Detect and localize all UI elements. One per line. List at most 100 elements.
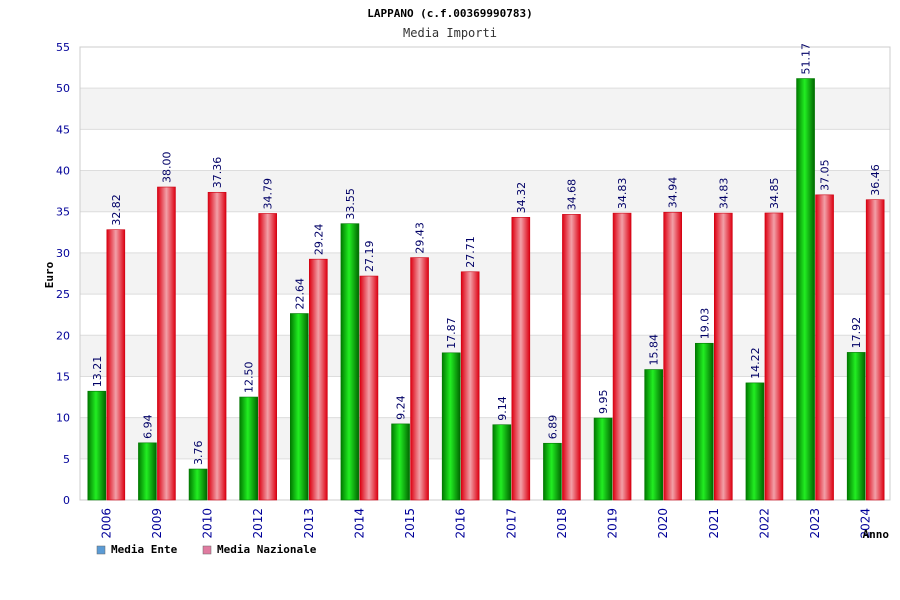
- value-label: 34.79: [262, 178, 275, 210]
- bar-media-ente-2006: [87, 390, 107, 501]
- bar-media-nazionale-2016: [460, 271, 480, 501]
- bar-media-ente-2022: [745, 382, 765, 501]
- bar-media-ente-2009: [138, 442, 157, 501]
- bar-media-ente-2014: [340, 223, 360, 501]
- value-label: 13.21: [91, 356, 104, 388]
- legend-swatch: [202, 545, 212, 555]
- grid-band: [80, 88, 890, 130]
- y-axis-label: Euro: [43, 261, 56, 288]
- value-label: 22.64: [293, 278, 306, 310]
- bar-media-nazionale-2006: [106, 229, 126, 501]
- bar-media-nazionale-2017: [511, 217, 531, 501]
- x-tick-label: 2012: [251, 508, 265, 539]
- x-tick-label: 2009: [150, 508, 164, 539]
- bars: [87, 78, 885, 501]
- value-label: 9.95: [597, 390, 610, 415]
- legend-swatch: [96, 545, 106, 555]
- y-tick-label: 45: [56, 123, 70, 136]
- y-tick-label: 0: [63, 494, 70, 507]
- value-label: 9.24: [395, 395, 408, 420]
- y-tick-label: 50: [56, 82, 70, 95]
- value-label: 38.00: [160, 152, 173, 184]
- x-tick-label: 2015: [403, 508, 417, 539]
- x-tick-label: 2019: [606, 508, 620, 539]
- bar-media-nazionale-2010: [207, 191, 227, 501]
- y-tick-label: 20: [56, 329, 70, 342]
- plot-frame: [79, 46, 891, 501]
- x-tick-label: 2010: [201, 508, 215, 539]
- bar-media-nazionale-2022: [764, 212, 784, 501]
- bar-media-ente-2012: [239, 396, 258, 501]
- x-tick-label: 2018: [555, 508, 569, 539]
- bar-media-ente-2017: [492, 424, 512, 501]
- bar-media-nazionale-2014: [359, 275, 379, 501]
- bar-media-ente-2023: [796, 78, 815, 501]
- bar-media-nazionale-2024: [865, 199, 885, 501]
- x-tick-label: 2014: [352, 508, 366, 539]
- y-tick-label: 15: [56, 370, 70, 383]
- value-label: 19.03: [698, 308, 711, 340]
- value-label: 3.76: [192, 441, 205, 466]
- bar-media-ente-2016: [441, 352, 461, 501]
- value-label: 37.05: [819, 159, 832, 191]
- legend-label: Media Nazionale: [217, 543, 317, 556]
- value-label: 33.55: [344, 188, 357, 220]
- value-label: 14.22: [749, 347, 762, 379]
- value-label: 51.17: [800, 43, 813, 75]
- x-tick-label: 2021: [707, 508, 721, 539]
- bar-media-ente-2015: [391, 423, 410, 501]
- x-tick-label: 2017: [504, 508, 518, 539]
- value-label: 12.50: [243, 362, 256, 394]
- y-tick-label: 40: [56, 165, 70, 178]
- grid-bands: [80, 88, 890, 459]
- x-tick-label: 2006: [99, 508, 113, 539]
- value-label: 9.14: [496, 396, 509, 421]
- y-tick-label: 25: [56, 288, 70, 301]
- value-label: 17.92: [850, 317, 863, 349]
- bar-media-nazionale-2012: [258, 213, 277, 501]
- value-label: 15.84: [648, 334, 661, 366]
- chart-title: LAPPANO (c.f.00369990783): [367, 7, 533, 20]
- bar-media-nazionale-2013: [309, 258, 328, 501]
- value-label: 27.71: [464, 236, 477, 268]
- x-tick-label: 2016: [454, 508, 468, 539]
- bar-media-nazionale-2015: [410, 257, 429, 501]
- x-tick-label: 2024: [859, 508, 873, 539]
- bar-media-nazionale-2009: [157, 186, 176, 501]
- value-label: 32.82: [110, 194, 123, 226]
- bar-media-nazionale-2023: [815, 194, 834, 501]
- value-label: 34.83: [717, 178, 730, 210]
- value-label: 29.24: [312, 224, 325, 256]
- x-axis-label: Anno: [863, 528, 890, 541]
- bar-media-nazionale-2021: [714, 212, 733, 501]
- x-tick-label: 2023: [808, 508, 822, 539]
- y-tick-label: 55: [56, 41, 70, 54]
- legend: Media Ente Media Nazionale: [96, 543, 317, 556]
- value-label: 34.32: [515, 182, 528, 214]
- value-label: 34.85: [768, 177, 781, 209]
- value-label: 29.43: [414, 222, 427, 254]
- value-labels: 13.21 32.82 6.94 38.00 3.76 37.36 12.50 34.79 22…: [91, 43, 882, 465]
- legend-label: Media Ente: [111, 543, 178, 556]
- value-label: 34.94: [667, 177, 680, 209]
- y-tick-label: 10: [56, 412, 70, 425]
- bar-media-ente-2010: [188, 468, 208, 501]
- bar-media-ente-2020: [644, 369, 663, 501]
- value-label: 27.19: [363, 241, 376, 273]
- bar-media-nazionale-2020: [663, 211, 682, 501]
- value-label: 6.94: [141, 414, 154, 439]
- x-axis-ticks: 2006 2009 2010 2012 2013 2014 2015 2016 2017 2018…: [99, 508, 872, 539]
- bar-media-ente-2021: [695, 342, 714, 501]
- y-tick-label: 30: [56, 247, 70, 260]
- bar-media-ente-2018: [543, 442, 562, 501]
- bar-media-ente-2024: [846, 352, 866, 501]
- bar-media-ente-2013: [290, 313, 309, 501]
- bar-media-ente-2019: [593, 417, 613, 501]
- value-label: 36.46: [869, 164, 882, 196]
- value-label: 37.36: [211, 157, 224, 189]
- value-label: 6.89: [546, 415, 559, 440]
- value-label: 34.83: [616, 178, 629, 210]
- bar-media-nazionale-2018: [562, 214, 581, 501]
- chart-subtitle: Media Importi: [403, 26, 497, 40]
